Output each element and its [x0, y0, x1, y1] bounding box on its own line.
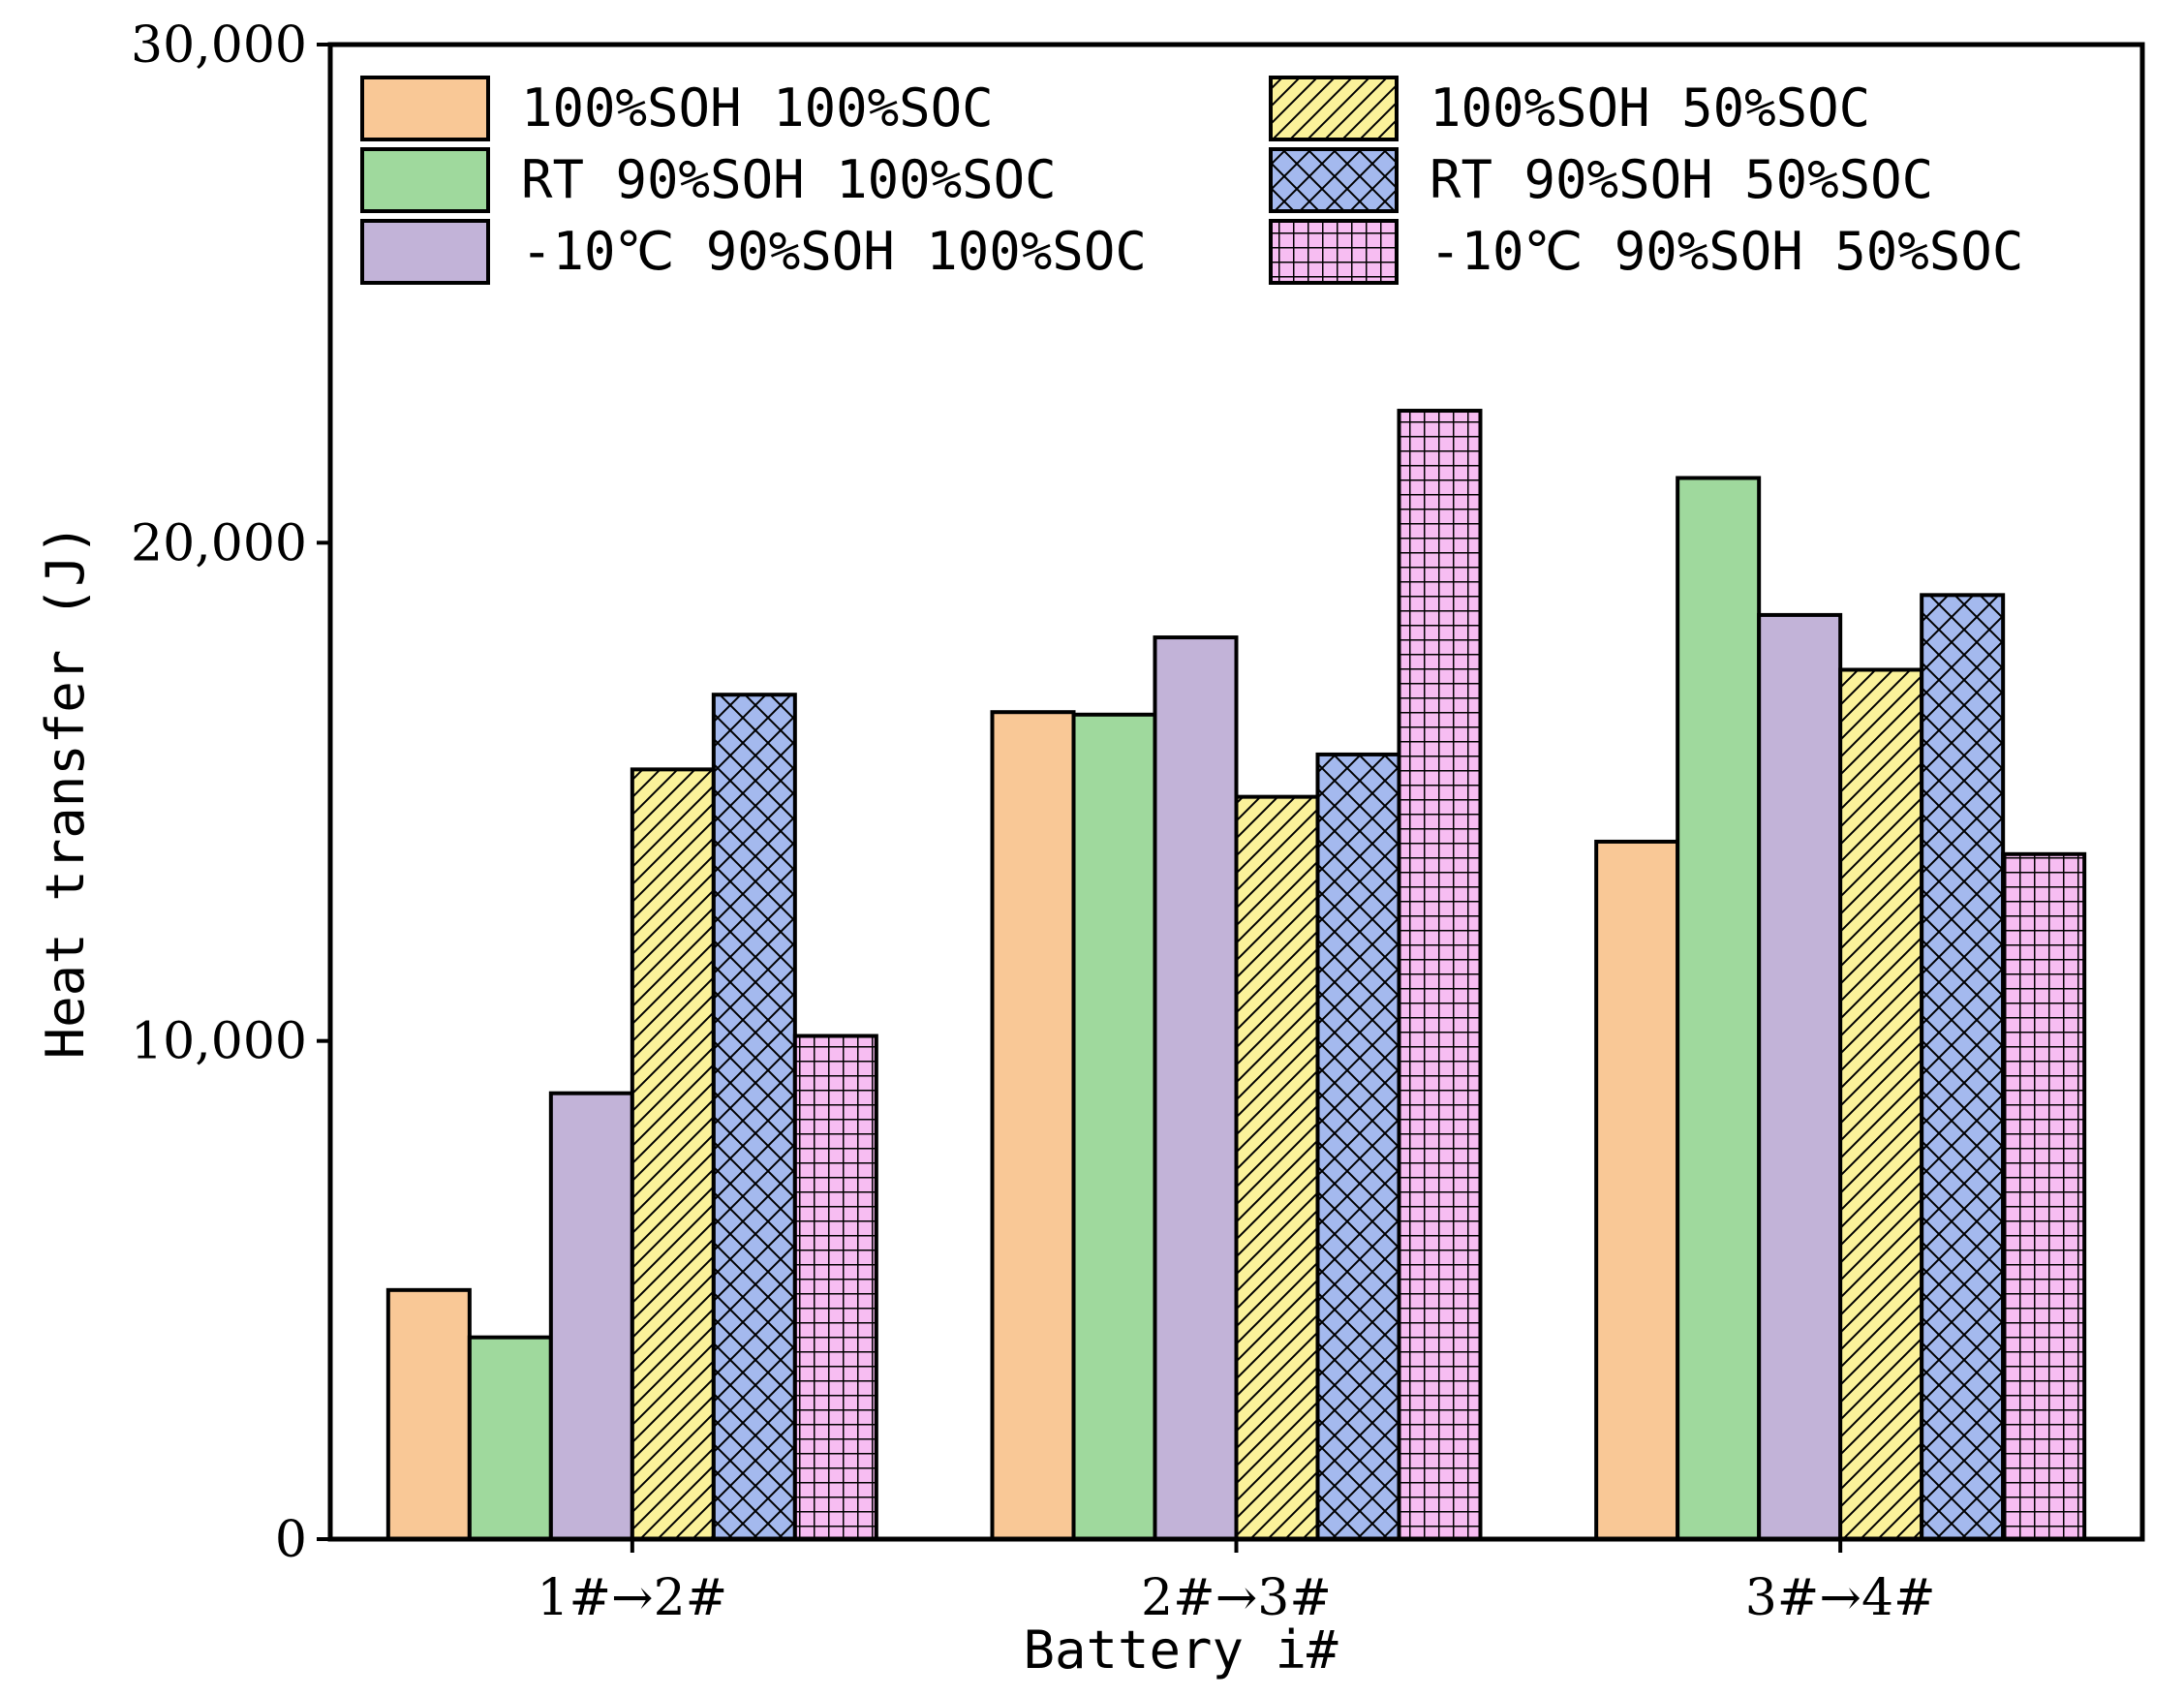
legend: 100%SOH 100%SOC RT 90%SOH 100%SOC -10℃ 90%… [360, 76, 2023, 285]
bar-pattern [1317, 754, 1400, 1539]
bar [990, 710, 1076, 1541]
legend-swatch-pattern [1271, 221, 1397, 283]
x-tick-label: 1#→2# [537, 1569, 727, 1627]
bar-fill [1677, 478, 1760, 1540]
legend-item: RT 90%SOH 100%SOC [360, 147, 1057, 213]
bar-fill [1596, 841, 1678, 1539]
bar-pattern [713, 694, 795, 1539]
legend-swatch [362, 149, 488, 211]
legend-swatch-outline [1269, 219, 1399, 285]
legend-swatch [362, 221, 488, 283]
bar-fill [1073, 714, 1155, 1539]
bar [792, 1034, 878, 1541]
bar-fill [550, 1093, 632, 1539]
bar [630, 767, 716, 1541]
bar [1676, 476, 1762, 1542]
y-tick-label: 10,000 [131, 1013, 307, 1071]
bar [711, 693, 797, 1541]
bar-pattern [2003, 853, 2085, 1539]
bar [1920, 593, 2006, 1541]
legend-label: 100%SOH 100%SOC [521, 77, 994, 139]
legend-label: RT 90%SOH 50%SOC [1430, 149, 1933, 210]
y-axis-label: Heat transfer (J) [35, 524, 96, 1060]
legend-item: 100%SOH 50%SOC [1269, 76, 1870, 141]
legend-label: RT 90%SOH 100%SOC [521, 149, 1057, 210]
bar [1315, 752, 1401, 1541]
axes-layer: 0 10,000 20,000 30,000 1#→2# 2#→3# 3#→4# [131, 16, 1936, 1627]
legend-item: -10℃ 90%SOH 100%SOC [360, 219, 1147, 285]
bar [548, 1091, 634, 1541]
bar-pattern [1840, 669, 1923, 1539]
legend-swatch-outline [360, 219, 490, 285]
y-tick-label: 30,000 [131, 16, 307, 75]
y-tick-label: 20,000 [131, 514, 307, 572]
bar-fill [469, 1337, 551, 1539]
legend-label: -10℃ 90%SOH 100%SOC [521, 221, 1147, 282]
legend-swatch-pattern [1271, 77, 1397, 139]
bar [2001, 851, 2087, 1541]
bar [467, 1335, 553, 1541]
bar [1838, 667, 1924, 1541]
bar [385, 1287, 472, 1542]
bar-fill [387, 1289, 470, 1539]
bar-pattern [794, 1035, 877, 1539]
bar [1153, 635, 1239, 1541]
bar-pattern [1236, 796, 1318, 1539]
y-tick-label: 0 [275, 1511, 307, 1569]
bar-fill [1154, 637, 1237, 1539]
x-tick-label: 2#→3# [1141, 1569, 1332, 1627]
bar [1757, 612, 1843, 1541]
bar [1071, 712, 1157, 1541]
legend-swatch-outline [360, 76, 490, 141]
legend-swatch-outline [1269, 76, 1399, 141]
legend-swatch-pattern [1271, 149, 1397, 211]
bar-pattern [1922, 595, 2004, 1539]
legend-label: -10℃ 90%SOH 50%SOC [1430, 221, 2023, 282]
x-tick-label: 3#→4# [1745, 1569, 1936, 1627]
bar-fill [992, 712, 1074, 1539]
bar [1594, 839, 1680, 1541]
x-axis-label: Battery i# [1023, 1620, 1338, 1681]
legend-label: 100%SOH 50%SOC [1430, 77, 1870, 139]
legend-item: -10℃ 90%SOH 50%SOC [1269, 219, 2023, 285]
bars-layer [385, 409, 2087, 1542]
legend-item: 100%SOH 100%SOC [360, 76, 994, 141]
legend-swatch [362, 77, 488, 139]
bar-pattern [631, 769, 714, 1539]
bar-fill [1759, 614, 1841, 1539]
legend-item: RT 90%SOH 50%SOC [1269, 147, 1933, 213]
bar [1397, 409, 1483, 1541]
bar [1234, 794, 1320, 1541]
bar-pattern [1399, 411, 1481, 1539]
legend-swatch-outline [360, 147, 490, 213]
legend-swatch-outline [1269, 147, 1399, 213]
